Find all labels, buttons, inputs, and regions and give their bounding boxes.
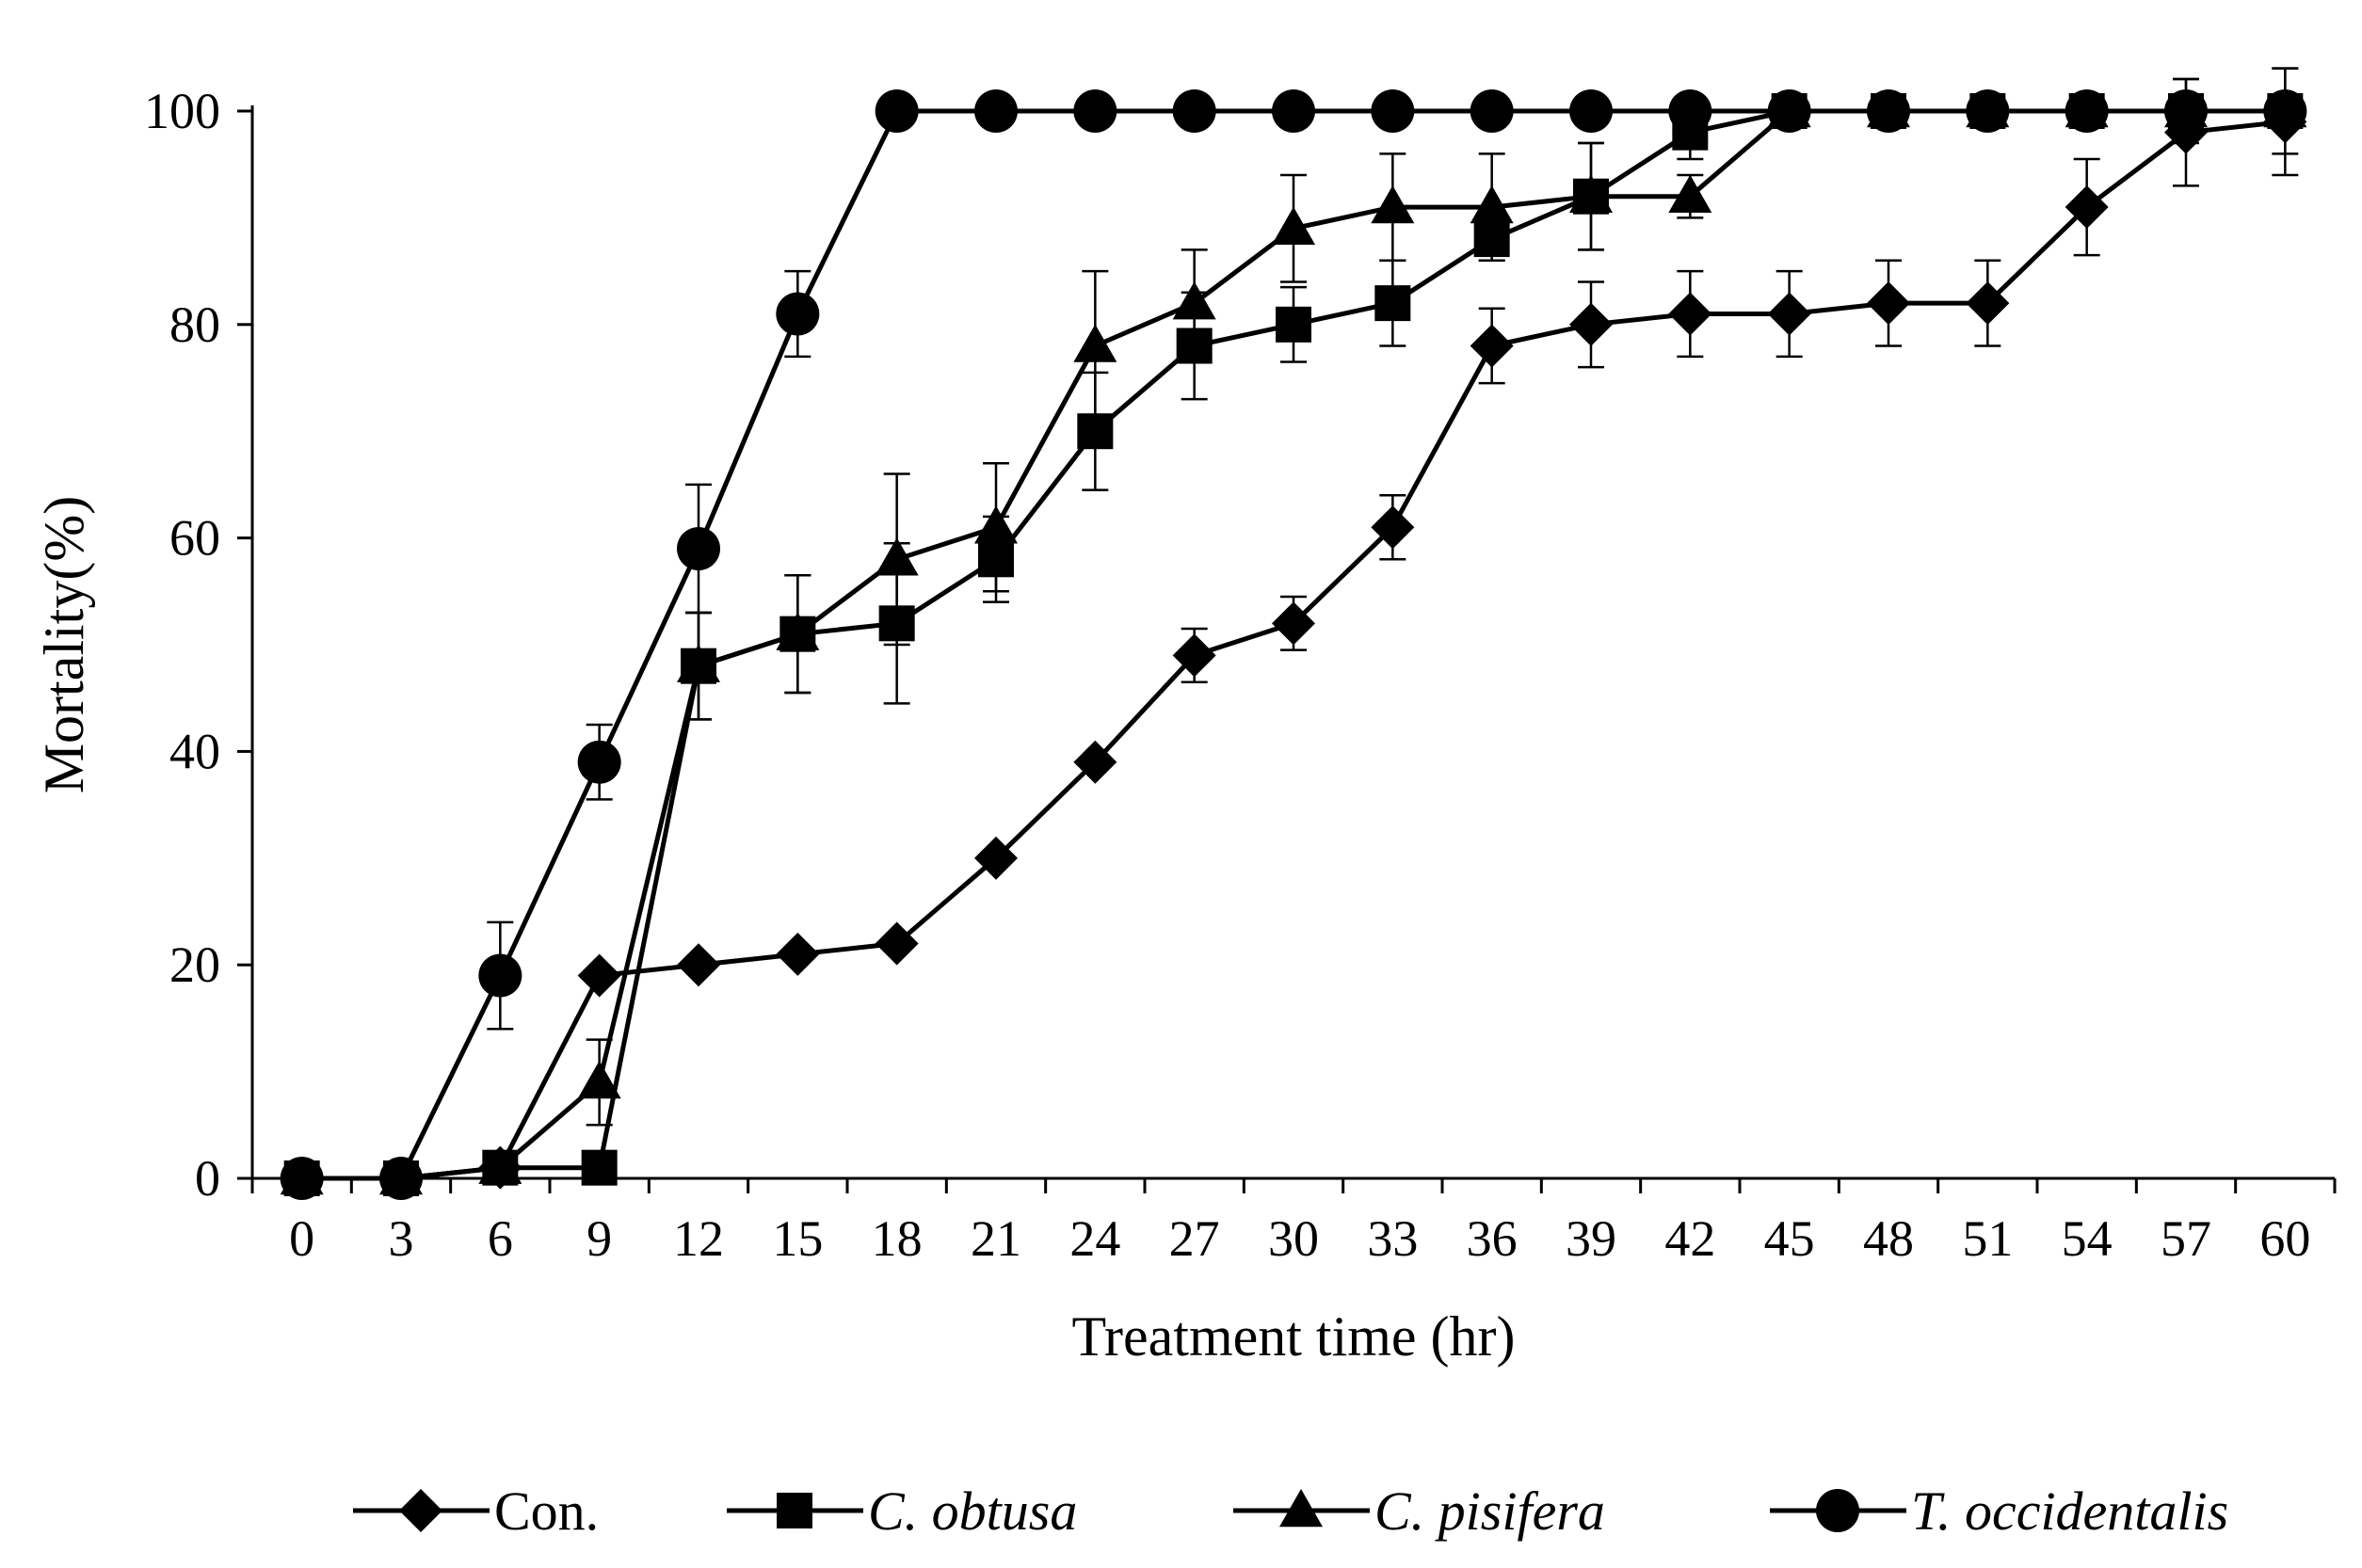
data-point — [974, 836, 1018, 880]
data-point — [581, 1149, 618, 1186]
x-tick-label: 12 — [673, 1210, 724, 1267]
data-point — [776, 292, 820, 336]
x-tick-label: 33 — [1367, 1210, 1418, 1267]
data-point — [577, 953, 621, 998]
data-point — [1569, 174, 1613, 213]
data-point — [2263, 89, 2307, 133]
data-point — [1276, 306, 1311, 343]
y-tick-label: 100 — [144, 83, 220, 139]
data-point — [1073, 324, 1117, 362]
data-point — [677, 943, 720, 987]
data-point — [677, 644, 720, 682]
data-point — [1371, 505, 1415, 550]
y-tick-label: 60 — [169, 510, 220, 567]
data-point — [1470, 89, 1514, 133]
x-tick-label: 18 — [872, 1210, 923, 1267]
legend-label: T. occidentalis — [1911, 1480, 2228, 1542]
x-tick-label: 48 — [1863, 1210, 1914, 1267]
data-point — [1172, 281, 1216, 320]
data-point — [1371, 89, 1415, 133]
data-point — [1867, 281, 1910, 326]
data-point — [577, 740, 621, 784]
data-point — [379, 1157, 423, 1200]
data-point — [875, 89, 919, 133]
x-tick-label: 21 — [971, 1210, 1021, 1267]
legend-item: T. occidentalis — [1770, 1480, 2228, 1542]
x-tick-label: 30 — [1268, 1210, 1319, 1267]
legend-label: Con. — [494, 1480, 599, 1542]
x-tick-label: 42 — [1664, 1210, 1715, 1267]
data-point — [1867, 89, 1910, 133]
x-tick-label: 54 — [2062, 1210, 2113, 1267]
x-tick-label: 15 — [772, 1210, 823, 1267]
data-point — [2164, 89, 2208, 133]
x-tick-label: 3 — [389, 1210, 414, 1267]
data-point — [776, 612, 820, 650]
legend-marker — [399, 1489, 442, 1532]
x-tick-label: 9 — [586, 1210, 612, 1267]
data-point — [1172, 89, 1216, 133]
legend-marker — [1279, 1489, 1323, 1528]
legend-marker — [777, 1493, 812, 1528]
data-point — [2065, 89, 2109, 133]
legend-item: Con. — [353, 1480, 599, 1542]
data-point — [1272, 89, 1315, 133]
legend-item: C. obtusa — [727, 1480, 1077, 1542]
data-point — [1470, 185, 1514, 224]
y-tick-label: 40 — [169, 723, 220, 779]
data-point — [1073, 89, 1117, 133]
data-point — [677, 526, 720, 570]
y-tick-label: 20 — [169, 936, 220, 993]
legend: Con. C. obtusa C. pisifera T. occidentalis — [353, 1480, 2228, 1542]
data-point — [974, 505, 1018, 544]
x-tick-label: 27 — [1169, 1210, 1220, 1267]
data-point — [1569, 302, 1613, 346]
data-point — [478, 953, 522, 998]
y-tick-label: 80 — [169, 296, 220, 353]
x-tick-label: 6 — [488, 1210, 513, 1267]
x-tick-label: 60 — [2259, 1210, 2310, 1267]
data-point — [1374, 285, 1411, 322]
data-point — [776, 932, 820, 976]
data-point — [1470, 324, 1514, 368]
data-point — [1172, 633, 1216, 678]
data-point — [478, 1145, 522, 1184]
data-point — [1272, 601, 1315, 646]
series-layer — [280, 67, 2307, 1200]
x-tick-label: 45 — [1764, 1210, 1815, 1267]
data-point — [875, 537, 919, 576]
x-tick-label: 0 — [289, 1210, 314, 1267]
data-point — [280, 1157, 324, 1200]
legend-item: C. pisifera — [1233, 1480, 1605, 1542]
legend-label: C. obtusa — [868, 1480, 1077, 1542]
x-tick-label: 24 — [1069, 1210, 1120, 1267]
x-tick-label: 39 — [1566, 1210, 1616, 1267]
x-tick-label: 36 — [1467, 1210, 1518, 1267]
data-point — [1569, 89, 1613, 133]
data-point — [1966, 89, 2010, 133]
y-axis-title: Mortality(%) — [33, 496, 95, 794]
data-point — [1668, 89, 1712, 133]
data-point — [1272, 206, 1315, 245]
data-point — [1371, 185, 1415, 224]
data-point — [1767, 292, 1811, 336]
data-point — [1966, 281, 2010, 326]
x-tick-label: 57 — [2161, 1210, 2211, 1267]
legend-label: C. pisifera — [1374, 1480, 1605, 1542]
legend-marker — [1816, 1489, 1859, 1532]
data-point — [577, 1060, 621, 1099]
data-point — [974, 89, 1018, 133]
x-tick-label: 51 — [1962, 1210, 2013, 1267]
y-tick-label: 0 — [195, 1150, 220, 1207]
data-point — [1668, 174, 1712, 213]
data-point — [1073, 740, 1117, 784]
data-point — [875, 921, 919, 966]
data-point — [1767, 89, 1811, 133]
data-point — [2065, 185, 2109, 230]
data-point — [1668, 292, 1712, 336]
x-axis-title: Treatment time (hr) — [1071, 1305, 1515, 1368]
series-circle — [280, 89, 2307, 1200]
